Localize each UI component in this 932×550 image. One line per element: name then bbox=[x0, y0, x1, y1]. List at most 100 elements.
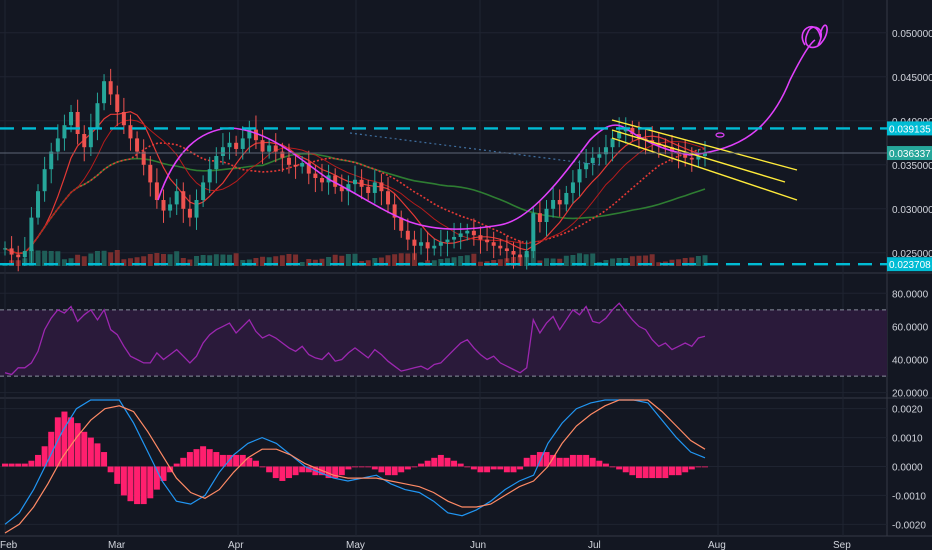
histogram-bar bbox=[325, 466, 332, 479]
candle-body bbox=[511, 251, 516, 255]
candle-body bbox=[485, 239, 490, 243]
month-tick-label: Jul bbox=[588, 540, 601, 550]
candle-body bbox=[161, 200, 166, 211]
volume-bar bbox=[326, 257, 332, 266]
histogram-bar bbox=[186, 452, 193, 467]
candle-body bbox=[36, 191, 41, 218]
volume-bar bbox=[332, 254, 338, 266]
histogram-bar bbox=[213, 452, 220, 467]
histogram-bar bbox=[54, 417, 61, 467]
histogram-bar bbox=[530, 454, 537, 467]
month-tick-label: Mar bbox=[108, 540, 126, 550]
rsi-tick-label: 80.0000 bbox=[892, 289, 929, 300]
candle-body bbox=[240, 138, 245, 149]
candle-body bbox=[590, 157, 595, 164]
candle-body bbox=[537, 213, 542, 222]
volume-bar bbox=[61, 259, 67, 266]
candle-body bbox=[3, 248, 7, 250]
histogram-bar bbox=[147, 466, 154, 499]
histogram-bar bbox=[517, 466, 524, 470]
candle-body bbox=[353, 179, 357, 185]
candle-body bbox=[121, 112, 126, 126]
rsi-panel bbox=[0, 302, 887, 377]
volume-bar bbox=[398, 253, 404, 266]
volume-bar bbox=[458, 256, 464, 266]
candle-body bbox=[95, 103, 100, 128]
histogram-bar bbox=[160, 466, 167, 481]
volume-bar bbox=[94, 251, 100, 266]
volume-bar bbox=[319, 258, 325, 266]
histogram-bar bbox=[635, 466, 642, 479]
candle-body bbox=[260, 140, 265, 152]
volume-bar bbox=[253, 258, 259, 266]
volume-bar bbox=[246, 259, 252, 266]
volume-bar bbox=[629, 256, 635, 266]
right-price-axis[interactable]: 0.0500000.0450000.0400000.0350000.030000… bbox=[887, 29, 932, 532]
macd-tick-label: -0.0010 bbox=[892, 491, 926, 502]
candle-body bbox=[603, 147, 608, 155]
volume-bar bbox=[180, 258, 186, 266]
histogram-bar bbox=[338, 466, 345, 476]
histogram-bar bbox=[173, 463, 180, 467]
histogram-bar bbox=[266, 466, 273, 473]
candle-body bbox=[306, 163, 311, 174]
candle-body bbox=[88, 127, 93, 148]
volume-bar bbox=[352, 253, 358, 266]
candle-body bbox=[141, 151, 146, 165]
candle-body bbox=[286, 157, 291, 165]
histogram-bar bbox=[569, 454, 576, 467]
volume-bar bbox=[550, 258, 556, 266]
volume-bar bbox=[279, 255, 285, 266]
volume-bar bbox=[610, 258, 616, 266]
candle-body bbox=[280, 151, 285, 158]
histogram-bar bbox=[41, 446, 48, 467]
yellow-channel-bottom bbox=[611, 137, 798, 201]
candle-body bbox=[696, 156, 701, 160]
histogram-bar bbox=[596, 460, 603, 467]
volume-bar bbox=[656, 262, 662, 266]
candle-body bbox=[570, 182, 575, 193]
macd-signal-line-orange bbox=[4, 399, 706, 534]
histogram-bar bbox=[114, 466, 121, 484]
price-tick-label: 0.045000 bbox=[892, 73, 932, 84]
histogram-bar bbox=[68, 417, 75, 467]
volume-bar bbox=[48, 251, 54, 266]
candle-body bbox=[293, 164, 298, 167]
candle-body bbox=[194, 200, 199, 218]
candle-body bbox=[564, 192, 569, 205]
price-label-box bbox=[887, 257, 932, 272]
magenta-scribble bbox=[801, 24, 828, 49]
histogram-bar bbox=[365, 466, 372, 468]
volume-bar bbox=[55, 251, 61, 266]
histogram-bar bbox=[28, 460, 35, 467]
volume-bar bbox=[695, 256, 701, 266]
bottom-time-axis[interactable]: Feb Mar Apr May Jun Jul Aug Sep bbox=[0, 540, 851, 550]
candle-body bbox=[273, 145, 278, 152]
candle-body bbox=[220, 147, 225, 156]
candle-body bbox=[49, 151, 54, 170]
volume-bar bbox=[293, 254, 299, 266]
histogram-bar bbox=[371, 466, 378, 470]
histogram-bar bbox=[94, 443, 101, 467]
histogram-bar bbox=[352, 466, 358, 468]
volume-bar bbox=[42, 250, 48, 266]
macd-tick-label: 0.0010 bbox=[892, 434, 923, 445]
histogram-bar bbox=[246, 457, 253, 467]
candle-body bbox=[168, 204, 173, 211]
volume-bar bbox=[649, 254, 655, 266]
histogram-bar bbox=[101, 452, 108, 467]
candle-body bbox=[154, 182, 159, 200]
histogram-bar bbox=[642, 466, 649, 479]
histogram-bar bbox=[292, 466, 299, 476]
histogram-bar bbox=[193, 449, 200, 467]
histogram-bar bbox=[484, 466, 491, 473]
candle-body bbox=[445, 239, 450, 243]
candle-body bbox=[386, 191, 391, 205]
histogram-bar bbox=[688, 466, 695, 470]
histogram-bar bbox=[107, 466, 114, 473]
histogram-bar bbox=[48, 431, 55, 467]
ma-dotted-red-line bbox=[4, 142, 706, 255]
volume-bar bbox=[583, 254, 589, 266]
candle-body bbox=[412, 239, 417, 246]
histogram-bar bbox=[206, 449, 213, 467]
